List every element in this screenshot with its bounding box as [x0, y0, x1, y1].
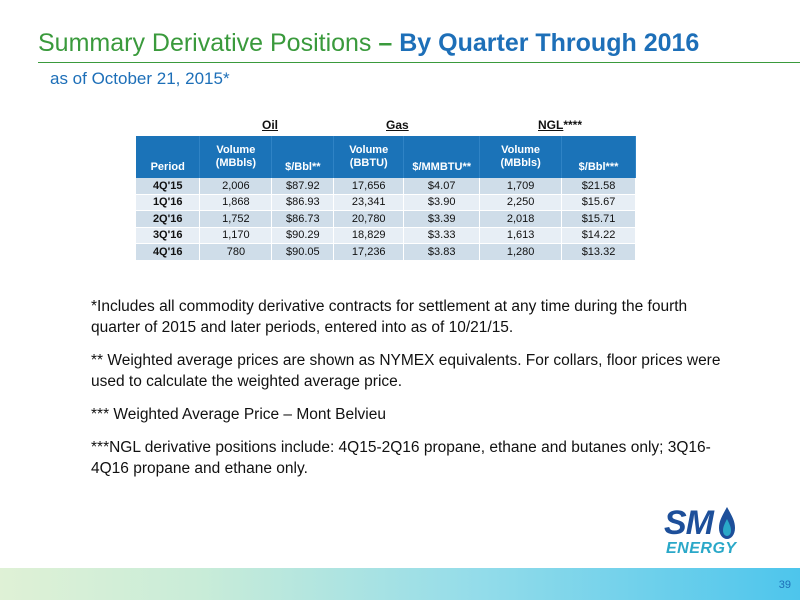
table-cell: $87.92 — [271, 178, 335, 195]
table-cell: 20,780 — [333, 210, 405, 228]
group-label-oil: Oil — [262, 118, 278, 132]
footnotes: *Includes all commodity derivative contr… — [91, 296, 731, 491]
column-header: Volume (MBbls) — [199, 136, 273, 178]
table-row: 3Q'16 1,170 $90.29 18,829 $3.33 1,613 $1… — [136, 227, 636, 244]
group-oil-text: Oil — [262, 118, 279, 132]
table-row: 4Q'15 2,006 $87.92 17,656 $4.07 1,709 $2… — [136, 178, 636, 195]
column-header-text: $/Bbl** — [285, 161, 321, 173]
table-cell: 1,280 — [479, 243, 563, 261]
table-cell: $90.29 — [271, 227, 335, 244]
footnote: *Includes all commodity derivative contr… — [91, 298, 688, 336]
table-row: 2Q'16 1,752 $86.73 20,780 $3.39 2,018 $1… — [136, 210, 636, 228]
title-main: Summary Derivative Positions — [38, 29, 372, 57]
column-header-text: $/Bbl*** — [578, 161, 619, 173]
group-label-ngl: NGL**** — [538, 118, 582, 132]
footnote: *** Weighted Average Price – Mont Belvie… — [91, 406, 386, 423]
table-cell: 2,018 — [479, 210, 563, 228]
column-header-text: Period — [150, 161, 185, 173]
as-of-date: as of October 21, 2015* — [50, 69, 230, 88]
table-cell: $13.32 — [561, 243, 636, 261]
group-gas-text: Gas — [386, 118, 409, 132]
column-header-line1: Volume — [501, 144, 541, 156]
column-header: $/Bbl*** — [561, 136, 636, 178]
table-cell: $3.39 — [403, 210, 481, 228]
table-row: 1Q'16 1,868 $86.93 23,341 $3.90 2,250 $1… — [136, 194, 636, 211]
table-header-row: Period Volume (MBbls) $/Bbl** Volume (BBTU… — [136, 136, 636, 178]
table-cell: 2,006 — [199, 178, 273, 195]
period-cell: 3Q'16 — [136, 227, 201, 244]
column-header-text: $/MMBTU** — [412, 161, 472, 173]
period-cell: 2Q'16 — [136, 210, 201, 228]
group-label-gas: Gas — [386, 118, 409, 132]
slide-title: Summary Derivative Positions – By Quarte… — [38, 29, 699, 58]
table-cell: 1,613 — [479, 227, 563, 244]
table-cell: 17,236 — [333, 243, 405, 261]
sm-energy-logo: SM ENERGY — [664, 504, 744, 564]
footer-band — [0, 568, 800, 600]
flame-icon — [719, 507, 735, 539]
table-cell: $14.22 — [561, 227, 636, 244]
table-cell: 23,341 — [333, 194, 405, 211]
derivative-positions-table: Period Volume (MBbls) $/Bbl** Volume (BBTU… — [136, 136, 636, 261]
logo-mark: SM — [664, 504, 714, 542]
table-cell: $15.71 — [561, 210, 636, 228]
period-cell: 4Q'15 — [136, 178, 201, 195]
table-cell: $4.07 — [403, 178, 481, 195]
table-cell: 780 — [199, 243, 273, 261]
column-header-line1: Volume — [216, 144, 256, 156]
table-cell: 17,656 — [333, 178, 405, 195]
table-cell: $3.83 — [403, 243, 481, 261]
logo-wordmark: ENERGY — [666, 540, 737, 557]
column-header: Volume (BBTU) — [333, 136, 405, 178]
footnote: ** Weighted average prices are shown as … — [91, 352, 721, 390]
table-cell: 1,170 — [199, 227, 273, 244]
table-cell: $21.58 — [561, 178, 636, 195]
period-cell: 1Q'16 — [136, 194, 201, 211]
column-header: $/MMBTU** — [403, 136, 481, 178]
column-header: Period — [136, 136, 201, 178]
column-header-line2: (BBTU) — [349, 157, 388, 169]
title-divider — [38, 62, 800, 63]
table-cell: $90.05 — [271, 243, 335, 261]
title-accent: By Quarter Through 2016 — [399, 29, 700, 57]
period-cell: 4Q'16 — [136, 243, 201, 261]
table-cell: 2,250 — [479, 194, 563, 211]
page-number: 39 — [778, 579, 791, 591]
table-cell: 1,868 — [199, 194, 273, 211]
title-dash: – — [371, 29, 400, 57]
table-cell: $86.73 — [271, 210, 335, 228]
table-cell: $3.90 — [403, 194, 481, 211]
column-header-line2: (MBbls) — [500, 157, 541, 169]
table-cell: $15.67 — [561, 194, 636, 211]
column-header-line1: Volume — [349, 144, 389, 156]
table-cell: 1,752 — [199, 210, 273, 228]
table-row: 4Q'16 780 $90.05 17,236 $3.83 1,280 $13.… — [136, 243, 636, 261]
table-cell: $86.93 — [271, 194, 335, 211]
table-cell: $3.33 — [403, 227, 481, 244]
group-ngl-suffix: **** — [563, 118, 583, 132]
footnote: ***NGL derivative positions include: 4Q1… — [91, 439, 711, 477]
table-cell: 1,709 — [479, 178, 563, 195]
group-ngl-text: NGL — [538, 118, 564, 132]
column-header: $/Bbl** — [271, 136, 335, 178]
column-header-line2: (MBbls) — [215, 157, 257, 169]
column-header: Volume (MBbls) — [479, 136, 563, 178]
table-cell: 18,829 — [333, 227, 405, 244]
